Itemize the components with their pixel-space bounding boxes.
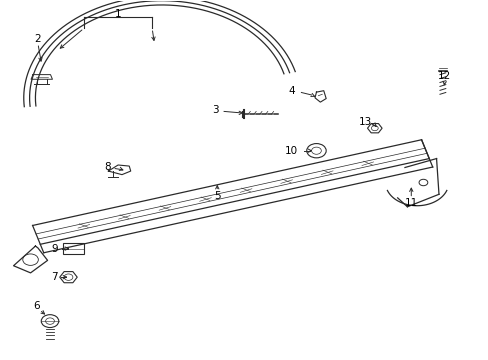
Text: 10: 10 — [285, 146, 298, 156]
Text: 9: 9 — [51, 244, 58, 253]
Text: 5: 5 — [214, 191, 220, 201]
Text: 7: 7 — [51, 272, 58, 282]
Text: 8: 8 — [104, 162, 110, 172]
Text: 2: 2 — [35, 34, 41, 44]
Text: 12: 12 — [437, 71, 450, 81]
Text: 3: 3 — [212, 105, 218, 115]
Text: 1: 1 — [115, 9, 121, 19]
Text: 11: 11 — [404, 198, 417, 208]
Text: 13: 13 — [358, 117, 371, 127]
Text: 6: 6 — [33, 301, 40, 311]
Text: 4: 4 — [288, 86, 295, 96]
